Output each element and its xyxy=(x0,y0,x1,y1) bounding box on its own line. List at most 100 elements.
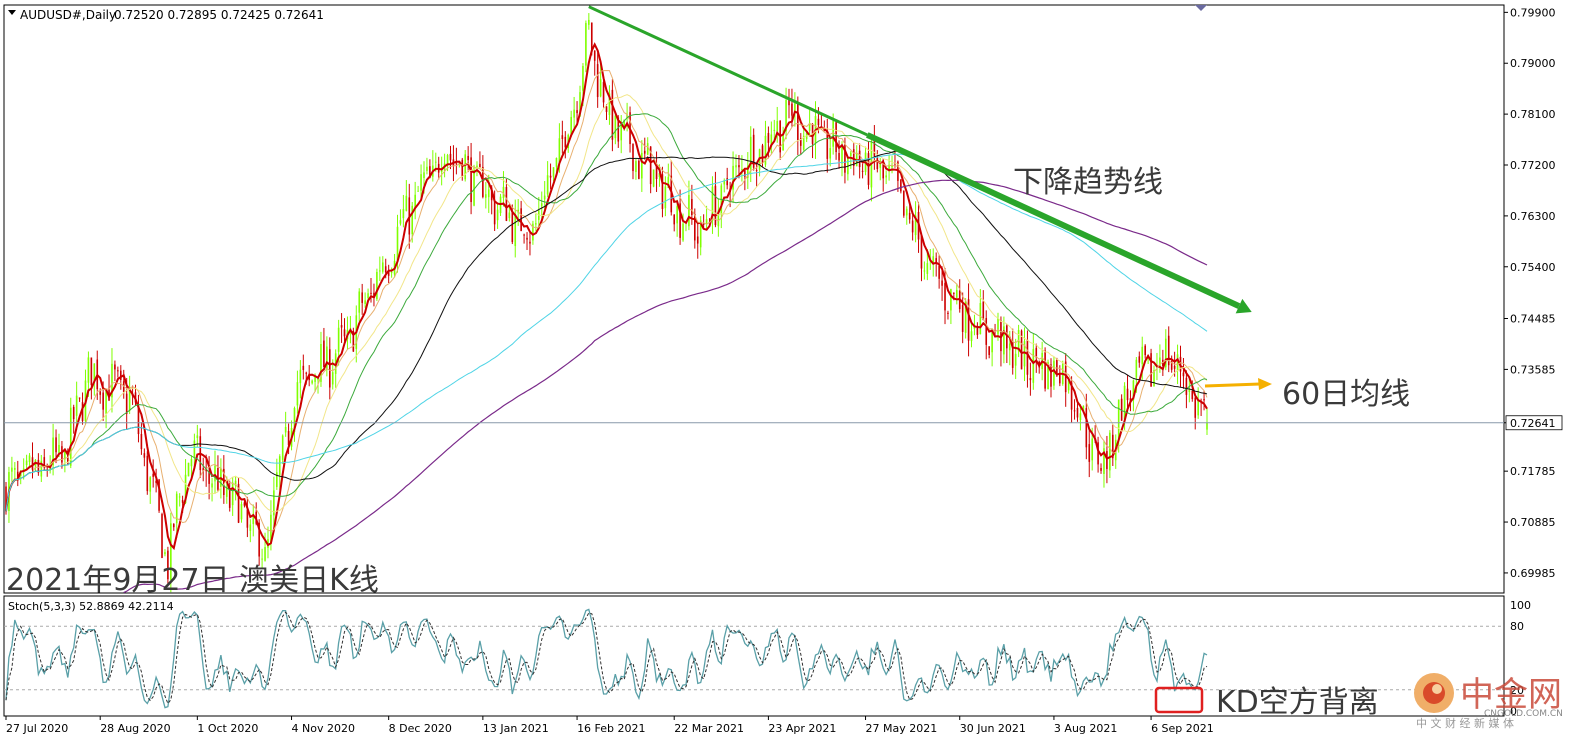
candle xyxy=(632,143,634,180)
candle xyxy=(196,424,199,448)
candle xyxy=(1150,348,1152,388)
candle xyxy=(370,278,372,303)
candle xyxy=(1111,424,1114,467)
ma-line-ma5 xyxy=(5,42,1208,551)
ma-line-ma60 xyxy=(5,150,1208,512)
candle xyxy=(652,169,655,188)
candle xyxy=(11,456,13,482)
candle xyxy=(1003,316,1005,364)
candle xyxy=(1023,327,1026,382)
candle xyxy=(202,457,205,482)
candle xyxy=(764,120,767,168)
candle xyxy=(508,205,511,222)
candle xyxy=(167,546,169,587)
candle xyxy=(496,202,499,229)
candle xyxy=(164,549,166,557)
candle xyxy=(323,327,325,368)
candle xyxy=(696,223,699,259)
candle xyxy=(90,357,93,400)
candle xyxy=(1029,362,1032,396)
y-tick-label: 0.73585 xyxy=(1510,363,1556,376)
candle xyxy=(641,140,643,192)
candle xyxy=(440,156,443,186)
candle xyxy=(808,109,811,135)
candle xyxy=(797,96,799,155)
candle xyxy=(40,454,43,482)
candle xyxy=(776,106,779,143)
candle xyxy=(726,167,728,190)
candle xyxy=(1076,403,1079,422)
candle xyxy=(552,167,555,182)
candle xyxy=(938,255,940,289)
candle xyxy=(1194,395,1197,430)
x-tick-label: 30 Jun 2021 xyxy=(960,722,1026,735)
candle xyxy=(22,458,25,480)
candle xyxy=(128,375,131,415)
candle xyxy=(146,451,149,495)
ma-line-ma20 xyxy=(5,94,1208,513)
candle xyxy=(152,459,154,488)
x-tick-label: 13 Jan 2021 xyxy=(483,722,549,735)
candle xyxy=(72,404,75,434)
candle xyxy=(261,548,263,569)
trendline-layer xyxy=(588,5,1252,314)
candle xyxy=(711,176,714,234)
candle xyxy=(705,205,708,230)
candle xyxy=(661,166,664,218)
candle xyxy=(702,214,705,229)
candle xyxy=(1206,408,1208,435)
kd-divergence-annotation: KD空方背离 xyxy=(1216,685,1379,720)
candle xyxy=(576,101,578,124)
stoch-y-tick-label: 100 xyxy=(1510,599,1531,612)
watermark-brand: 中金网 xyxy=(1460,675,1562,715)
candle xyxy=(635,158,637,180)
candle xyxy=(838,140,840,169)
candle xyxy=(326,336,328,377)
candle xyxy=(1088,428,1091,478)
candle xyxy=(25,454,28,471)
candle xyxy=(411,202,414,243)
candle xyxy=(911,211,914,241)
trendline-annotation: 下降趋势线 xyxy=(1013,165,1163,200)
y-tick-label: 0.77200 xyxy=(1510,159,1556,172)
candle xyxy=(328,337,331,400)
candle xyxy=(614,113,617,145)
stoch-main-line xyxy=(5,608,1208,709)
candle xyxy=(861,163,864,179)
indicator-plot-frame xyxy=(3,595,1505,717)
candle xyxy=(888,155,890,181)
watermark-sub: 中 文 财 经 新 媒 体 xyxy=(1416,716,1514,730)
candle xyxy=(78,397,81,402)
candle xyxy=(234,475,237,501)
candle xyxy=(746,152,749,189)
candle xyxy=(561,120,564,154)
candle xyxy=(529,230,531,256)
candle xyxy=(246,496,249,538)
candle xyxy=(379,256,381,282)
moving-averages-layer xyxy=(4,42,1504,594)
candle xyxy=(214,450,216,494)
candle xyxy=(947,310,949,320)
candle xyxy=(608,85,611,125)
candle xyxy=(1109,430,1111,478)
candle xyxy=(991,328,993,367)
candle xyxy=(955,283,958,305)
stochastic-layer: 100 80 20 0 xyxy=(4,599,1531,718)
candle xyxy=(1011,328,1014,375)
candle xyxy=(426,157,428,175)
x-tick-label: 3 Aug 2021 xyxy=(1054,722,1117,735)
candle xyxy=(172,523,175,531)
candle xyxy=(970,322,973,348)
candle xyxy=(535,213,537,231)
candle xyxy=(673,214,676,232)
watermark-logo: 中金网 CNGOLD.COM.CN 中 文 财 经 新 媒 体 xyxy=(1414,673,1563,730)
candle xyxy=(596,52,599,108)
candle xyxy=(75,381,78,431)
candle xyxy=(373,283,375,307)
period-separator-marker-icon xyxy=(1195,5,1207,11)
candle xyxy=(1164,329,1167,371)
candle xyxy=(905,206,908,225)
candle xyxy=(343,318,346,342)
collapse-triangle-icon[interactable] xyxy=(8,10,16,15)
candle xyxy=(885,170,887,185)
